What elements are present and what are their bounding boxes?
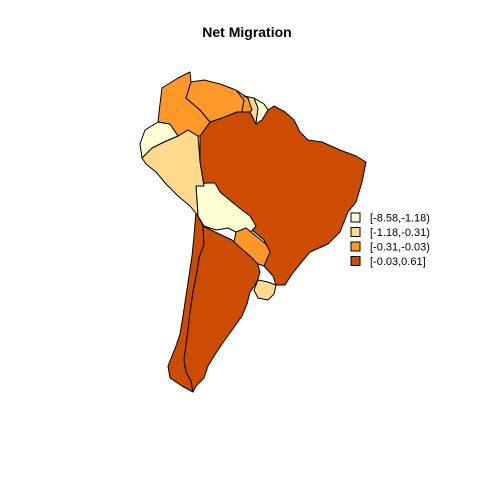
country-bolivia bbox=[195, 182, 257, 237]
legend-label-2: [-1.18,-0.31) bbox=[370, 227, 430, 239]
country-uruguay bbox=[253, 279, 277, 301]
legend-label-3: [-0.31,-0.03) bbox=[370, 242, 430, 254]
map-title: Net Migration bbox=[202, 24, 291, 40]
legend-label-4: [-0.03,0.61] bbox=[370, 256, 426, 268]
country-colombia bbox=[157, 71, 211, 137]
legend-swatch-3 bbox=[350, 241, 361, 252]
country-french-guiana bbox=[253, 97, 269, 125]
country-layer bbox=[139, 71, 367, 393]
map-legend: [-8.58,-1.18) [-1.18,-0.31) [-0.31,-0.03) [… bbox=[350, 212, 430, 268]
country-argentina bbox=[183, 225, 261, 393]
legend-label-1: [-8.58,-1.18) bbox=[370, 213, 430, 225]
country-paraguay bbox=[233, 227, 271, 267]
legend-swatch-4 bbox=[350, 256, 361, 266]
legend-swatch-2 bbox=[350, 227, 361, 237]
legend-swatch-1 bbox=[350, 212, 361, 223]
